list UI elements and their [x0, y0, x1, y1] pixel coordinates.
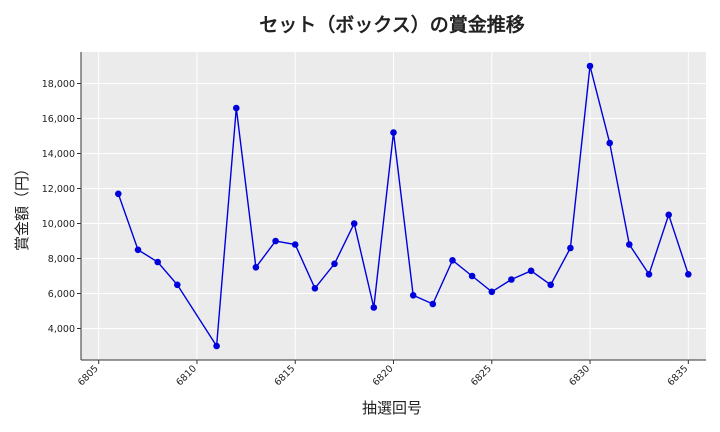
y-tick-label: 12,000	[42, 184, 75, 195]
data-point	[429, 300, 437, 308]
y-tick-label: 10,000	[42, 219, 75, 230]
x-tick-label: 6810	[174, 363, 199, 388]
data-point	[213, 342, 220, 350]
data-points	[115, 62, 692, 350]
data-point	[508, 276, 515, 283]
y-tick-label: 4,000	[48, 324, 75, 335]
x-tick-label: 6835	[666, 363, 691, 388]
y-tick-label: 6,000	[48, 289, 75, 300]
data-point	[606, 139, 613, 147]
data-point	[547, 281, 554, 289]
x-tick-label: 6815	[272, 363, 297, 388]
x-axis-label: 抽選回号	[362, 399, 422, 417]
y-tick-label: 8,000	[48, 254, 75, 265]
data-point	[468, 272, 476, 280]
data-point	[527, 267, 535, 275]
data-point	[233, 104, 240, 112]
y-tick-labels: 4,000 6,000 8,000 10,000 12,000 14,000 16,000 1…	[42, 79, 75, 335]
data-point	[567, 244, 574, 252]
data-point	[645, 271, 653, 278]
data-point	[331, 260, 338, 268]
y-axis-label: 賞金額（円）	[13, 161, 31, 251]
data-point	[390, 129, 397, 136]
data-point	[409, 292, 417, 299]
data-point	[665, 211, 672, 219]
x-tick-label: 6825	[469, 363, 494, 388]
x-tick-label: 6830	[567, 363, 592, 388]
data-point	[174, 281, 181, 289]
data-point	[311, 285, 319, 292]
data-point	[350, 220, 358, 227]
data-point	[154, 258, 161, 266]
data-point	[291, 241, 299, 248]
data-point	[449, 257, 456, 264]
x-tick-label: 6805	[76, 363, 101, 388]
x-tick-labels: 6805 6810 6815 6820 6825 6830 6835	[76, 363, 691, 388]
axes	[77, 52, 706, 364]
data-point	[370, 304, 378, 311]
data-point	[586, 62, 594, 70]
y-tick-label: 16,000	[42, 114, 75, 125]
y-tick-label: 18,000	[42, 79, 75, 90]
data-point	[252, 264, 260, 271]
x-tick-label: 6820	[371, 363, 396, 388]
data-point	[134, 246, 142, 254]
data-point	[626, 241, 633, 248]
data-point	[115, 190, 122, 198]
grid-lines	[81, 52, 706, 360]
data-point	[272, 237, 279, 245]
y-tick-label: 14,000	[42, 149, 75, 160]
data-point	[488, 288, 496, 296]
data-point	[685, 271, 692, 278]
chart-title: セット（ボックス）の賞金推移	[259, 13, 524, 36]
